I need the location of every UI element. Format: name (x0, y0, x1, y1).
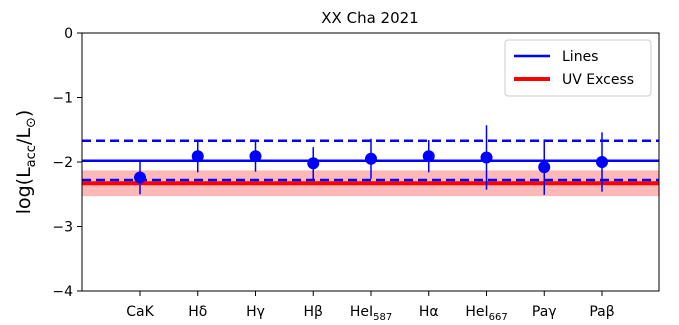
data-point-7 (538, 161, 551, 174)
x-tick-label-8: Paβ (589, 304, 614, 320)
markers-layer (134, 150, 608, 184)
x-tick-label-5: Hα (419, 304, 439, 320)
data-point-4 (365, 152, 377, 165)
x-tick-label-2: Hγ (246, 304, 265, 320)
legend-box (504, 39, 652, 97)
data-point-6 (480, 151, 493, 164)
x-tick-label-3: Hβ (304, 304, 323, 320)
x-tick-label-6: HeI667 (465, 304, 507, 323)
legend: Lines UV Excess (504, 39, 652, 97)
data-point-2 (249, 150, 262, 163)
y-tick-label-3: −3 (52, 220, 73, 236)
x-tick-label-7: Paγ (532, 304, 557, 320)
data-point-8 (596, 156, 608, 168)
y-tick-label-1: −1 (52, 91, 73, 107)
chart-title: XX Cha 2021 (321, 9, 418, 27)
y-tick-label-4: −4 (52, 284, 73, 300)
y-axis-label: log(Lacc/L⊙) (13, 110, 39, 215)
legend-label-lines: Lines (562, 49, 598, 65)
x-tick-label-4: HeI587 (350, 304, 392, 323)
x-tick-label-1: Hδ (188, 304, 207, 320)
y-axis: 0 −1 −2 −3 −4 (52, 26, 82, 300)
y-tick-label-2: −2 (52, 155, 73, 171)
data-point-0 (134, 171, 146, 184)
data-point-1 (191, 150, 204, 163)
x-tick-label-0: CaK (126, 304, 154, 320)
data-point-3 (307, 157, 320, 170)
data-point-5 (422, 150, 435, 163)
y-tick-label-0: 0 (64, 26, 73, 42)
legend-label-uv-excess: UV Excess (562, 72, 634, 88)
x-axis: CaK Hδ Hγ Hβ HeI587 Hα HeI667 Paγ Paβ (126, 291, 615, 323)
